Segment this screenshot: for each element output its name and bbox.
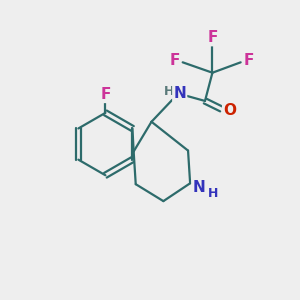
Text: F: F [169,53,180,68]
Text: N: N [193,180,206,195]
Text: N: N [173,86,186,101]
Text: H: H [208,187,218,200]
Text: O: O [223,103,236,118]
Text: H: H [164,85,174,98]
Text: F: F [244,53,254,68]
Text: F: F [207,30,218,45]
Text: F: F [100,87,111,102]
